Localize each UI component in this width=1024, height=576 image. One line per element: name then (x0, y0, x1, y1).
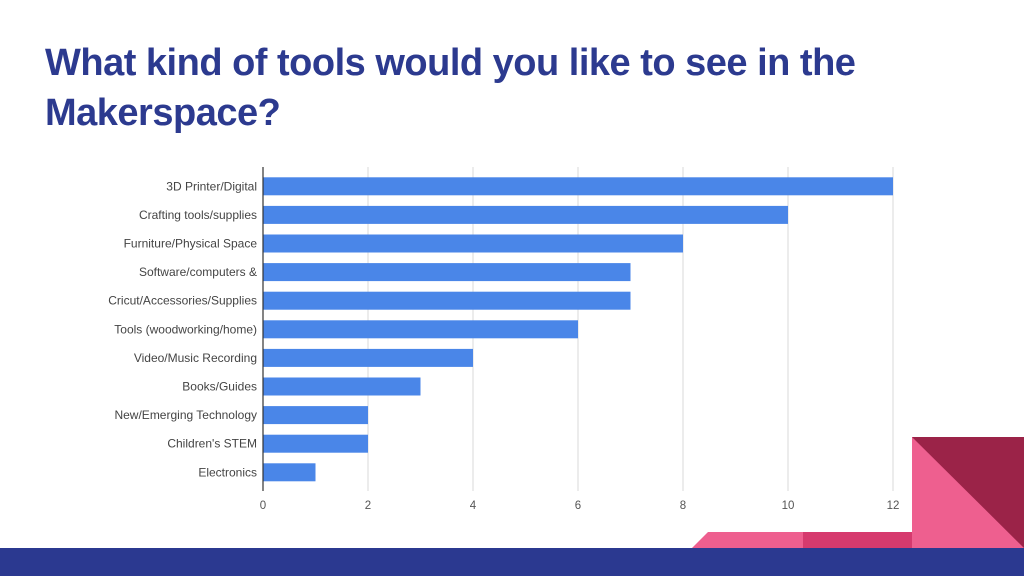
category-label: Electronics (198, 465, 257, 479)
bar (263, 377, 421, 396)
footer-band (0, 548, 1024, 576)
x-tick-label: 0 (260, 500, 266, 512)
category-label: New/Emerging Technology (114, 408, 257, 422)
x-tick-label: 4 (470, 500, 477, 512)
bar (263, 177, 893, 196)
bar (263, 463, 316, 482)
pink-triangle (912, 437, 1024, 548)
category-label: 3D Printer/Digital (166, 179, 257, 193)
bar (263, 320, 578, 339)
bar (263, 234, 683, 253)
bar (263, 406, 368, 425)
category-labels: 3D Printer/Digital Crafting tools/supplie… (108, 179, 257, 479)
category-label: Video/Music Recording (134, 351, 257, 365)
x-tick-label: 6 (575, 500, 581, 512)
bars (263, 177, 893, 482)
category-label: Crafting tools/supplies (139, 208, 257, 222)
bar (263, 263, 631, 282)
tick-labels: 0 2 4 6 8 10 12 (260, 500, 900, 512)
category-label: Software/computers & (139, 265, 257, 279)
x-tick-label: 12 (887, 500, 900, 512)
category-label: Books/Guides (182, 380, 257, 394)
x-tick-label: 8 (680, 500, 686, 512)
category-label: Children's STEM (167, 437, 257, 451)
bar (263, 434, 368, 453)
category-label: Tools (woodworking/home) (114, 322, 257, 336)
bar (263, 291, 631, 310)
x-tick-label: 10 (782, 500, 795, 512)
category-label: Furniture/Physical Space (124, 237, 258, 251)
slide-title: What kind of tools would you like to see… (45, 42, 856, 134)
bar (263, 348, 473, 367)
category-label: Cricut/Accessories/Supplies (108, 294, 257, 308)
bar (263, 205, 788, 224)
x-tick-label: 2 (365, 500, 371, 512)
